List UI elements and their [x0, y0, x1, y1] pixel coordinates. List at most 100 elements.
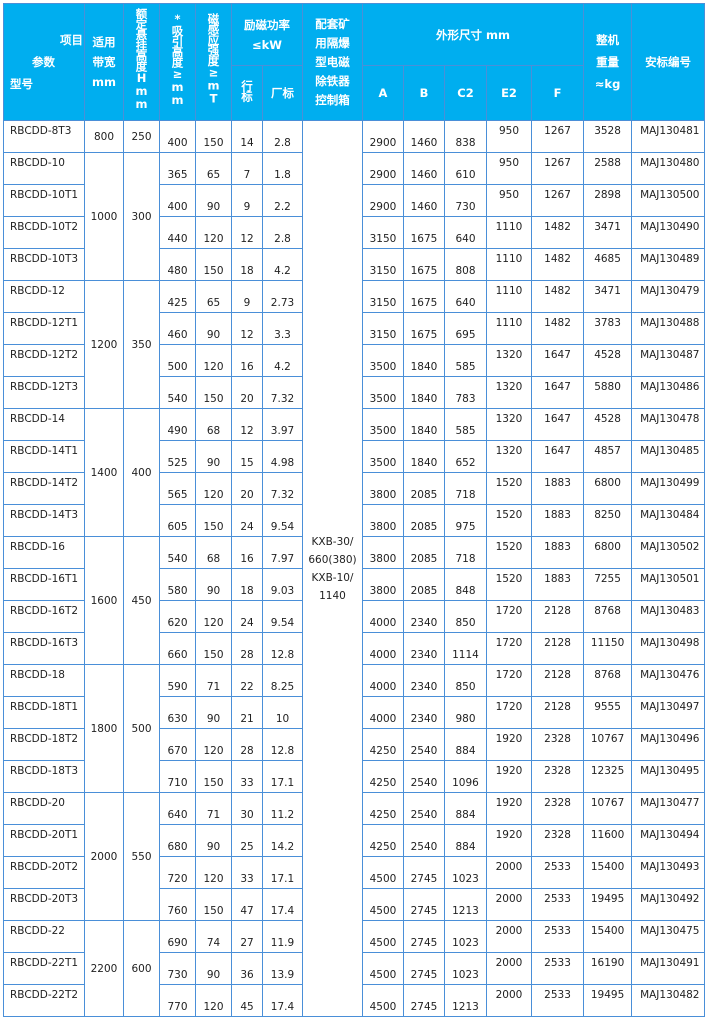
cell-dim-c2: 884	[444, 728, 487, 761]
cell-power-factory: 11.2	[262, 792, 303, 825]
cell-power-industry: 18	[231, 248, 263, 281]
header-model: 型号	[10, 77, 33, 91]
cell-dim-b: 2745	[403, 952, 445, 985]
cell-power-industry: 28	[231, 632, 263, 665]
cell-dim-b: 2340	[403, 696, 445, 729]
cell-power-industry: 27	[231, 920, 263, 953]
cell-power-industry: 30	[231, 792, 263, 825]
cell-dim-c2: 610	[444, 152, 487, 185]
cell-dim-b: 2745	[403, 920, 445, 953]
cell-weight: 3471	[583, 280, 633, 313]
cell-suction-height: 365	[159, 152, 196, 185]
cell-dim-a: 2900	[362, 120, 404, 153]
cell-dim-e2: 1920	[486, 728, 532, 761]
header-text: ≤kW	[252, 37, 282, 52]
cell-dim-f: 2533	[530, 920, 585, 953]
cell-weight: 8250	[583, 504, 633, 537]
cell-safety-code: MAJ130493	[631, 856, 706, 889]
cell-dim-a: 3150	[362, 280, 404, 313]
cell-power-industry: 24	[231, 504, 263, 537]
cell-hanging-height: 500	[123, 664, 160, 793]
cell-magnetic-strength: 120	[195, 344, 232, 377]
cell-magnetic-strength: 120	[195, 856, 232, 889]
cell-model: RBCDD-12T3	[3, 376, 85, 409]
cell-dim-a: 4500	[362, 952, 404, 985]
cell-dim-e2: 1110	[486, 280, 532, 313]
cell-weight: 5880	[583, 376, 633, 409]
header-text: 型电磁	[315, 54, 350, 69]
cell-weight: 9555	[583, 696, 633, 729]
cell-magnetic-strength: 150	[195, 632, 232, 665]
cell-dim-e2: 2000	[486, 856, 532, 889]
table-row: RBCDD-8T3 800 250 400 150 14 2.8 KXB-30/660(380…	[3, 120, 706, 1017]
cell-model: RBCDD-14T2	[3, 472, 85, 505]
cell-dim-b: 2340	[403, 600, 445, 633]
cell-safety-code: MAJ130496	[631, 728, 706, 761]
cell-power-factory: 2.2	[262, 184, 303, 217]
cell-dim-c2: 850	[444, 664, 487, 697]
cell-weight: 8768	[583, 600, 633, 633]
table-row: RBCDD-14T1 525 90 15 4.98 3500 1840 652 1320 1647…	[3, 440, 706, 473]
cell-power-industry: 33	[231, 760, 263, 793]
header-dim-f: F	[530, 65, 585, 121]
table-body: RBCDD-8T3 800 250 400 150 14 2.8 KXB-30/660(380…	[3, 120, 706, 1017]
cell-dim-a: 4500	[362, 856, 404, 889]
cell-power-industry: 36	[231, 952, 263, 985]
cell-dim-b: 2340	[403, 664, 445, 697]
cell-magnetic-strength: 120	[195, 984, 232, 1017]
header-dim-e2: E2	[486, 65, 532, 121]
cell-weight: 6800	[583, 536, 633, 569]
header-text: 整机	[596, 33, 620, 47]
cell-belt-width: 2200	[84, 920, 124, 1017]
cell-dim-f: 1883	[530, 536, 585, 569]
cell-dim-a: 3500	[362, 408, 404, 441]
cell-model: RBCDD-22T1	[3, 952, 85, 985]
cell-dim-b: 1840	[403, 440, 445, 473]
cell-power-factory: 9.03	[262, 568, 303, 601]
cell-dim-a: 3500	[362, 376, 404, 409]
cell-dim-f: 2533	[530, 888, 585, 921]
cell-dim-c2: 1023	[444, 856, 487, 889]
cell-model: RBCDD-18	[3, 664, 85, 697]
cell-dim-a: 3150	[362, 216, 404, 249]
header-text: 配套矿	[315, 16, 350, 31]
cell-power-industry: 15	[231, 440, 263, 473]
cell-power-industry: 22	[231, 664, 263, 697]
cell-safety-code: MAJ130498	[631, 632, 706, 665]
cell-belt-width: 1200	[84, 280, 124, 409]
cell-power-industry: 16	[231, 536, 263, 569]
cell-dim-b: 1840	[403, 376, 445, 409]
cell-dim-e2: 1520	[486, 472, 532, 505]
cell-power-factory: 12.8	[262, 728, 303, 761]
cell-magnetic-strength: 120	[195, 216, 232, 249]
cell-power-industry: 33	[231, 856, 263, 889]
cell-hanging-height: 300	[123, 152, 160, 281]
cell-safety-code: MAJ130501	[631, 568, 706, 601]
cell-magnetic-strength: 120	[195, 600, 232, 633]
cell-suction-height: 770	[159, 984, 196, 1017]
cell-magnetic-strength: 68	[195, 536, 232, 569]
header-param: 参数	[32, 55, 55, 69]
cell-model: RBCDD-16T2	[3, 600, 85, 633]
cell-model: RBCDD-8T3	[3, 120, 85, 153]
cell-weight: 16190	[583, 952, 633, 985]
cell-power-industry: 24	[231, 600, 263, 633]
cell-dim-c2: 1023	[444, 952, 487, 985]
cell-dim-b: 2340	[403, 632, 445, 665]
cell-power-factory: 13.9	[262, 952, 303, 985]
cell-dim-f: 1267	[530, 152, 585, 185]
table-row: RBCDD-12 1200 350 425 65 9 2.73 3150 1675 640 1110…	[3, 280, 706, 409]
table-row: RBCDD-18T1 630 90 21 10 4000 2340 980 1720 2128 95…	[3, 696, 706, 729]
cell-dim-c2: 718	[444, 472, 487, 505]
cell-power-factory: 8.25	[262, 664, 303, 697]
cell-power-industry: 9	[231, 280, 263, 313]
cell-safety-code: MAJ130476	[631, 664, 706, 697]
table-row: RBCDD-12T3 540 150 20 7.32 3500 1840 783 1320 164…	[3, 376, 706, 409]
table-row: RBCDD-14T2 565 120 20 7.32 3800 2085 718 1520 188…	[3, 472, 706, 505]
header-power-factory: 厂标	[262, 65, 303, 121]
cell-dim-c2: 730	[444, 184, 487, 217]
table-header: 项目 参数 型号 适用 带宽 mm 额定悬挂高度Hmm *吸引高度≥mm 磁感应…	[3, 3, 706, 121]
cell-safety-code: MAJ130494	[631, 824, 706, 857]
cell-model: RBCDD-18T1	[3, 696, 85, 729]
cell-suction-height: 590	[159, 664, 196, 697]
